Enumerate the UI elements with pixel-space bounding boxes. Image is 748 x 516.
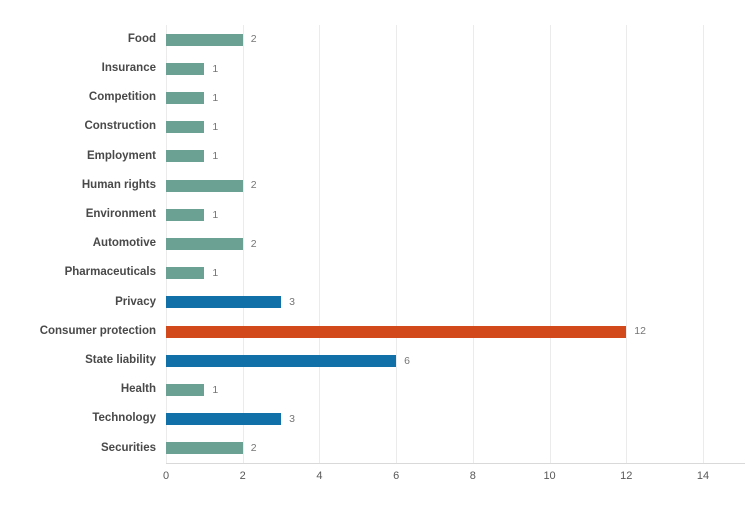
bar-row: 1	[166, 200, 703, 229]
bar-value-label: 1	[212, 62, 219, 75]
category-label-row: Competition	[0, 83, 156, 112]
bar-construction	[166, 121, 205, 134]
bar-state-liability	[166, 354, 397, 367]
x-axis-line	[166, 463, 745, 464]
category-label: Construction	[84, 120, 156, 133]
category-label: Technology	[92, 412, 156, 425]
gridline-10	[549, 25, 551, 463]
bar-row: 3	[166, 405, 703, 434]
category-label-row: Food	[0, 25, 156, 54]
category-label-row: Insurance	[0, 54, 156, 83]
category-label: Pharmaceuticals	[64, 266, 156, 279]
x-tick-label: 14	[696, 470, 710, 482]
bar-row: 1	[166, 375, 703, 404]
category-label: Securities	[101, 441, 156, 454]
x-tick-label: 10	[543, 470, 556, 482]
bar-value-label: 1	[212, 91, 219, 104]
bar-row: 3	[166, 288, 703, 317]
category-label: Insurance	[101, 62, 156, 75]
bar-row: 1	[166, 142, 703, 171]
bar-row: 2	[166, 434, 703, 463]
category-label-row: Securities	[0, 434, 156, 463]
category-label: State liability	[85, 354, 156, 367]
bar-consumer-protection	[166, 325, 627, 338]
bar-competition	[166, 92, 205, 104]
bar-row: 1	[166, 54, 703, 83]
bar-employment	[166, 150, 205, 163]
bar-pharmaceuticals	[166, 267, 205, 280]
category-label: Health	[120, 383, 156, 396]
category-label: Automotive	[92, 237, 156, 250]
category-label: Human rights	[81, 178, 156, 191]
x-tick-label: 12	[620, 470, 633, 482]
bar-value-label: 1	[212, 150, 219, 163]
category-label-row: Automotive	[0, 229, 156, 258]
category-label-row: Construction	[0, 113, 156, 142]
x-axis-tick-labels: 0 2 4 6 8 10 12 14	[0, 471, 748, 487]
bar-environment	[166, 208, 205, 221]
bar-technology	[166, 413, 282, 426]
plot-area: 2 1 1 1 1 2 1 2 1 3 12 6 1 3 2	[166, 25, 704, 463]
bar-row: 6	[166, 346, 703, 375]
category-label-row: State liability	[0, 346, 156, 375]
gridline-8	[472, 25, 474, 463]
bar-value-label: 6	[404, 354, 410, 367]
bar-value-label: 2	[250, 237, 257, 250]
category-label-row: Health	[0, 375, 156, 404]
gridline-2	[242, 25, 244, 463]
bar-value-label: 1	[212, 383, 219, 396]
bar-human-rights	[166, 179, 243, 192]
bar-privacy	[166, 296, 282, 309]
category-label: Environment	[85, 208, 156, 221]
category-label-row: Human rights	[0, 171, 156, 200]
category-label: Competition	[88, 91, 156, 104]
category-label-row: Consumer protection	[0, 317, 156, 346]
bar-row: 12	[166, 317, 703, 346]
x-tick-label: 6	[393, 470, 400, 482]
category-label-row: Pharmaceuticals	[0, 259, 156, 288]
bar-value-label: 2	[250, 442, 257, 455]
bar-value-label: 3	[289, 296, 295, 309]
gridline-12	[626, 25, 628, 463]
bar-row: 1	[166, 83, 703, 112]
category-label: Employment	[86, 149, 156, 162]
category-label-row: Privacy	[0, 288, 156, 317]
bar-value-label: 2	[250, 33, 257, 46]
x-tick-label: 4	[316, 470, 323, 482]
bar-row: 1	[166, 113, 703, 142]
bar-value-label: 3	[289, 412, 295, 425]
category-label: Privacy	[115, 295, 156, 308]
gridline-14	[703, 25, 704, 463]
bar-securities	[166, 442, 243, 455]
category-label: Food	[127, 32, 156, 45]
bar-automotive	[166, 238, 243, 251]
category-label-row: Employment	[0, 142, 156, 171]
bar-value-label: 12	[634, 325, 646, 338]
gridline-6	[396, 25, 398, 463]
category-label: Consumer protection	[39, 324, 156, 337]
bar-value-label: 2	[250, 179, 257, 192]
bar-health	[166, 384, 205, 397]
bar-value-label: 1	[212, 120, 219, 133]
bar-value-label: 1	[212, 266, 219, 279]
bar-row: 2	[166, 25, 703, 54]
x-tick-label: 8	[469, 470, 476, 482]
category-label-row: Technology	[0, 405, 156, 434]
category-label-row: Environment	[0, 200, 156, 229]
gridline-4	[319, 25, 321, 463]
bar-rows: 2 1 1 1 1 2 1 2 1 3 12 6 1 3 2	[166, 25, 703, 463]
bar-row: 1	[166, 259, 703, 288]
bar-row: 2	[166, 229, 703, 258]
bar-food	[166, 33, 243, 46]
x-tick-label: 0	[162, 470, 170, 482]
bar-value-label: 1	[212, 208, 219, 221]
x-tick-label: 2	[239, 470, 246, 482]
bar-insurance	[166, 62, 205, 75]
bar-row: 2	[166, 171, 703, 200]
category-axis-labels: Food Insurance Competition Construction Empl…	[0, 25, 156, 463]
